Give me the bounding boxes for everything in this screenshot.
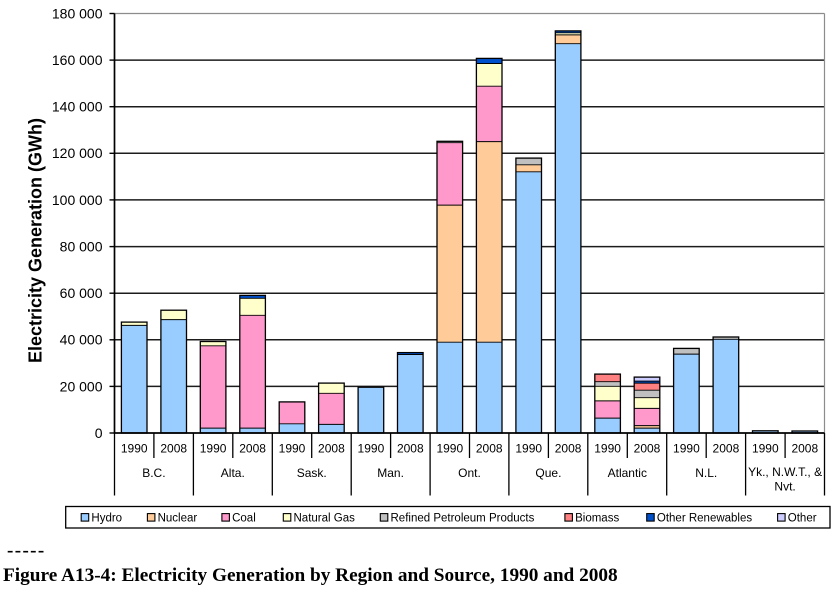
svg-text:2008: 2008 bbox=[160, 442, 187, 456]
svg-text:Alta.: Alta. bbox=[221, 466, 245, 480]
svg-text:80 000: 80 000 bbox=[60, 239, 103, 255]
svg-text:2008: 2008 bbox=[713, 442, 740, 456]
svg-text:1990: 1990 bbox=[594, 442, 621, 456]
svg-text:140 000: 140 000 bbox=[52, 99, 103, 115]
svg-text:1990: 1990 bbox=[515, 442, 542, 456]
svg-text:Hydro: Hydro bbox=[91, 512, 122, 524]
svg-text:1990: 1990 bbox=[279, 442, 306, 456]
svg-text:2008: 2008 bbox=[555, 442, 582, 456]
svg-text:Figure A13-4: Electricity Gene: Figure A13-4: Electricity Generation by … bbox=[3, 565, 618, 586]
svg-text:1990: 1990 bbox=[436, 442, 463, 456]
svg-text:1990: 1990 bbox=[752, 442, 779, 456]
svg-text:180 000: 180 000 bbox=[52, 5, 103, 21]
svg-text:B.C.: B.C. bbox=[142, 466, 165, 480]
svg-text:Coal: Coal bbox=[232, 512, 256, 524]
svg-text:Yk., N.W.T., &: Yk., N.W.T., & bbox=[748, 465, 822, 479]
svg-text:Atlantic: Atlantic bbox=[608, 466, 647, 480]
svg-text:2008: 2008 bbox=[634, 442, 661, 456]
svg-text:Nuclear: Nuclear bbox=[158, 512, 198, 524]
svg-text:1990: 1990 bbox=[200, 442, 227, 456]
svg-text:Biomass: Biomass bbox=[575, 512, 619, 524]
svg-text:1990: 1990 bbox=[673, 442, 700, 456]
svg-text:100 000: 100 000 bbox=[52, 192, 103, 208]
svg-text:Other Renewables: Other Renewables bbox=[657, 512, 752, 524]
svg-text:1990: 1990 bbox=[358, 442, 385, 456]
svg-text:20 000: 20 000 bbox=[60, 378, 103, 394]
svg-text:Refined Petroleum Products: Refined Petroleum Products bbox=[391, 512, 535, 524]
svg-text:2008: 2008 bbox=[476, 442, 503, 456]
svg-text:60 000: 60 000 bbox=[60, 285, 103, 301]
svg-text:N.L.: N.L. bbox=[695, 466, 717, 480]
svg-text:-----: ----- bbox=[7, 540, 46, 561]
svg-text:Nvt.: Nvt. bbox=[774, 480, 795, 494]
svg-text:2008: 2008 bbox=[239, 442, 266, 456]
svg-text:Natural Gas: Natural Gas bbox=[294, 512, 356, 524]
svg-text:1990: 1990 bbox=[121, 442, 148, 456]
svg-text:0: 0 bbox=[95, 425, 103, 441]
svg-text:Ont.: Ont. bbox=[458, 466, 481, 480]
svg-text:Man.: Man. bbox=[377, 466, 404, 480]
svg-text:2008: 2008 bbox=[318, 442, 345, 456]
svg-text:2008: 2008 bbox=[791, 442, 818, 456]
svg-text:160 000: 160 000 bbox=[52, 52, 103, 68]
svg-text:Sask.: Sask. bbox=[297, 466, 327, 480]
svg-text:Que.: Que. bbox=[535, 466, 561, 480]
svg-text:2008: 2008 bbox=[397, 442, 424, 456]
svg-text:40 000: 40 000 bbox=[60, 332, 103, 348]
svg-text:Electricity Generation (GWh): Electricity Generation (GWh) bbox=[26, 118, 46, 363]
svg-text:120 000: 120 000 bbox=[52, 145, 103, 161]
svg-text:Other: Other bbox=[788, 512, 817, 524]
